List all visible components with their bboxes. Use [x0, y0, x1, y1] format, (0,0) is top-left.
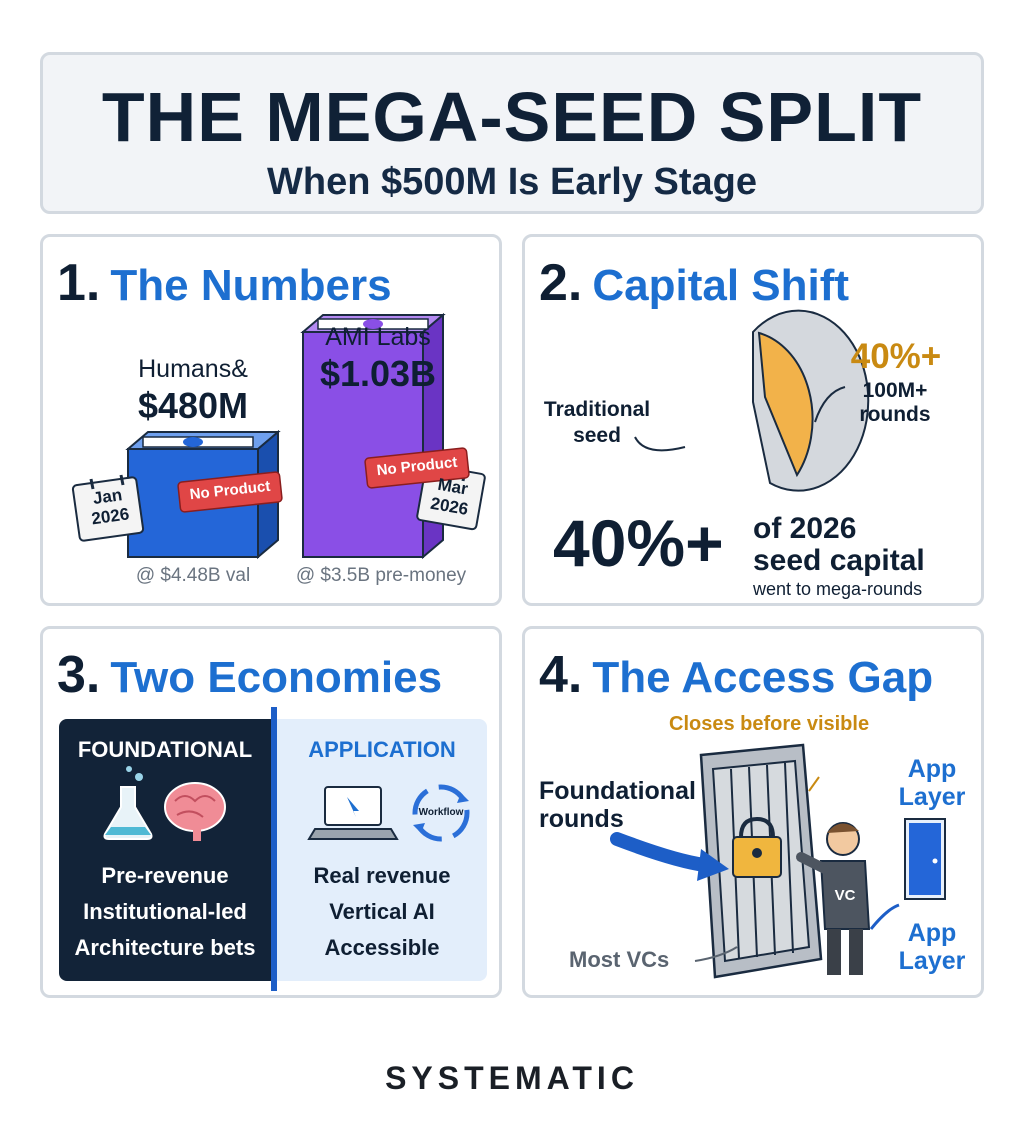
- panel-access-gap: 4. The Access Gap: [522, 626, 984, 998]
- workflow-cycle-icon: [412, 784, 470, 842]
- panel-label: Two Economies: [110, 653, 443, 702]
- header-banner: THE MEGA-SEED SPLIT When $500M Is Early …: [40, 52, 984, 214]
- app-layer-bottom: App Layer: [895, 919, 969, 975]
- stat-line3: went to mega-rounds: [753, 579, 923, 599]
- application-item: Vertical AI: [329, 899, 435, 924]
- no-product-tag-left: [177, 471, 283, 513]
- panel-number: 3.: [57, 646, 101, 704]
- most-vcs-label: Most VCs: [569, 947, 670, 972]
- mega-percent: 40%+: [850, 337, 942, 376]
- amount-humans: $480M: [137, 385, 249, 426]
- foundational-item: Architecture bets: [74, 935, 256, 960]
- foundational-rounds-label: Foundational rounds: [539, 777, 696, 833]
- calendar-text-jan: Jan 2026: [78, 483, 139, 530]
- panel-the-numbers: 1. The Numbers: [40, 234, 502, 606]
- panel-label: The Access Gap: [592, 653, 934, 702]
- closes-label: Closes before visible: [669, 713, 870, 735]
- vc-label: VC: [834, 887, 856, 904]
- pie-chart: [634, 309, 870, 492]
- panel-number: 2.: [539, 254, 583, 312]
- purple-money-stack-icon: [300, 312, 446, 560]
- foundational-line: Foundational: [539, 777, 696, 805]
- stat-line: of 2026: [753, 512, 857, 545]
- panel-label: Capital Shift: [592, 261, 850, 310]
- panel-number: 4.: [539, 646, 583, 704]
- no-product-tag-right: [364, 447, 470, 489]
- closes-arrow: [808, 776, 820, 792]
- mega-label-line: 100M+: [862, 379, 928, 402]
- mega-label: 100M+ rounds: [845, 379, 945, 427]
- company-humans: Humans&: [138, 355, 248, 383]
- traditional-pointer: [634, 436, 686, 452]
- main-subtitle: When $500M Is Early Stage: [267, 161, 757, 203]
- application-item: Accessible: [324, 935, 440, 960]
- mega-pointer: [814, 386, 846, 423]
- column-divider: [271, 707, 277, 991]
- mega-label-line: rounds: [859, 403, 931, 426]
- app-layer-line: App: [907, 919, 957, 947]
- padlock-icon: [732, 816, 782, 878]
- app-layer-line: Layer: [898, 947, 966, 975]
- main-title: THE MEGA-SEED SPLIT: [101, 78, 923, 156]
- panel-two-economies: 3. Two Economies FOUNDATIONAL APPLICATION…: [40, 626, 502, 998]
- foundational-item: Pre-revenue: [101, 863, 229, 888]
- laptop-icon: [307, 786, 399, 840]
- panel-number: 1.: [57, 254, 101, 312]
- application-column: [277, 719, 487, 981]
- blue-arrow-icon: [610, 832, 729, 881]
- stat-text: of 2026 seed capital: [753, 513, 925, 577]
- application-item: Real revenue: [313, 863, 451, 888]
- stat-line: seed capital: [753, 544, 925, 577]
- panel-title: 4. The Access Gap: [539, 645, 933, 705]
- stat-value: 40%+: [553, 506, 724, 580]
- panel-label: The Numbers: [110, 261, 392, 310]
- panel-title: 1. The Numbers: [57, 253, 392, 313]
- traditional-label-line: Traditional: [543, 398, 651, 421]
- company-ami: AMI Labs: [325, 323, 431, 351]
- traditional-label: Traditional seed: [537, 397, 657, 449]
- brain-icon: [164, 782, 226, 841]
- panel-title: 3. Two Economies: [57, 645, 442, 705]
- foundational-line: rounds: [539, 805, 624, 833]
- brand-logo: SYSTEMATIC: [385, 1060, 639, 1096]
- app-layer-line: App: [907, 755, 957, 783]
- pie-slice-mega: [757, 331, 814, 478]
- foundational-item: Institutional-led: [83, 899, 247, 924]
- panel-capital-shift: 2. Capital Shift Traditional seed 40%+ 10…: [522, 234, 984, 606]
- app-arrow: [869, 903, 900, 930]
- valuation-humans: @ $4.48B val: [135, 565, 251, 586]
- amount-ami: $1.03B: [319, 353, 437, 394]
- economy-icons: [103, 766, 470, 842]
- valuation-ami: @ $3.5B pre-money: [295, 565, 467, 586]
- flask-icon: [103, 766, 153, 840]
- vc-person-icon: [796, 822, 871, 975]
- blue-door-icon: [904, 818, 946, 900]
- workflow-label: Workflow: [418, 807, 464, 818]
- traditional-label-line: seed: [573, 424, 621, 447]
- calendar-icon-jan: [71, 474, 145, 542]
- money-stacks-illustration: [71, 312, 486, 560]
- access-gap-illustration: [610, 743, 946, 979]
- app-layer-top: App Layer: [895, 755, 969, 811]
- application-heading: APPLICATION: [308, 737, 456, 762]
- foundational-heading: FOUNDATIONAL: [77, 737, 253, 762]
- panel-title: 2. Capital Shift: [539, 253, 849, 313]
- most-vcs-arrow: [694, 946, 738, 962]
- app-layer-line: Layer: [898, 783, 966, 811]
- foundational-column: [59, 719, 271, 981]
